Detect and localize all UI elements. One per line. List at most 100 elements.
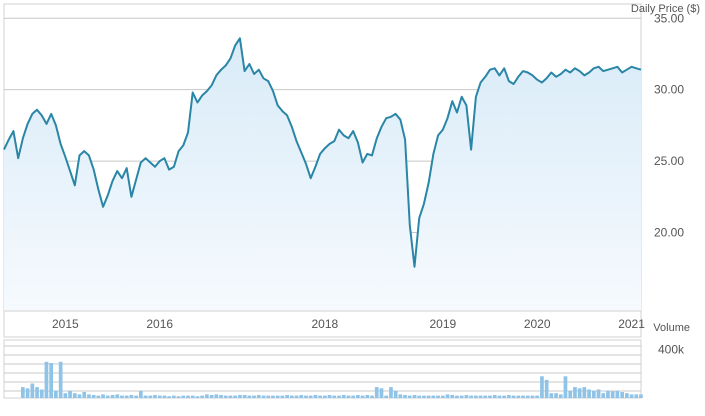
volume-bar [441,395,445,398]
volume-bar [228,395,233,398]
volume-bar [464,395,469,398]
volume-bar [625,393,629,398]
volume-bars [21,361,643,399]
volume-bar [181,395,186,398]
volume-bar [115,394,120,398]
volume-bar [516,395,521,398]
volume-bar [82,392,87,398]
price-area-fill [4,38,641,312]
volume-bar [238,395,242,398]
volume-bar [44,361,49,399]
x-axis-band [3,310,642,338]
price-y-tick-label: 20.00 [654,225,684,239]
price-y-tick-label: 30.00 [654,83,684,97]
volume-bar [266,395,271,398]
volume-bar [577,388,582,398]
volume-bar [431,395,436,398]
volume-bar [639,394,643,398]
volume-bar [167,396,171,398]
volume-bar [209,395,214,398]
volume-bar [242,395,247,398]
volume-bar [507,395,511,398]
volume-bar [275,395,280,398]
volume-bar [568,390,573,399]
volume-bar [469,395,473,398]
volume-bar [143,395,148,398]
volume-bar [290,395,294,398]
volume-bar [105,395,110,398]
volume-bar [389,387,393,398]
volume-bar [478,395,483,398]
volume-bar [596,389,601,398]
volume-bar [21,387,25,398]
volume-bar [313,395,318,398]
volume-bar [294,395,299,398]
volume-bar [535,395,539,398]
volume-bar [200,395,204,398]
volume-bar [634,394,639,398]
volume-bar [110,395,115,398]
volume-bar [540,376,544,399]
volume-bar [124,395,129,398]
volume-bar [120,395,124,398]
volume-bar [39,389,44,398]
volume-bar [337,395,341,398]
volume-bar [148,395,153,398]
volume-bar [488,395,492,398]
volume-bar [341,395,346,398]
volume-bar [332,395,337,398]
price-y-tick-label: 25.00 [654,154,684,168]
volume-bar [483,395,488,398]
price-y-tick-label: 35.00 [654,11,684,25]
volume-bar [346,395,351,398]
volume-bar [214,394,219,398]
volume-bar [450,395,455,398]
volume-bar [615,390,620,399]
volume-bar [129,395,134,398]
volume-bar [134,395,138,398]
volume-bar [582,387,587,398]
x-tick-label: 2018 [312,317,339,331]
volume-bar [370,395,374,398]
volume-bar [91,395,96,398]
volume-bar [620,392,624,398]
volume-bar [153,395,157,398]
volume-bar [195,396,200,398]
volume-bar [271,395,275,398]
volume-bar [323,395,327,398]
price-line [3,37,642,268]
volume-bar [398,394,403,398]
volume-bar [610,391,615,398]
volume-bar [417,395,422,398]
volume-bar [54,390,58,399]
volume-bar [247,395,252,398]
volume-bar [629,394,634,398]
volume-bar [407,395,412,398]
volume-bar [318,395,322,398]
volume-bar [101,394,105,398]
volume-bar [186,395,190,398]
volume-panel-background [3,339,642,399]
x-tick-labels: 2015 2016 2018 2019 2020 2021 [52,317,645,331]
volume-bar [558,394,563,398]
volume-bar [365,395,370,398]
volume-bar [219,395,223,398]
volume-bar [436,395,440,398]
volume-label: Volume [653,322,690,334]
volume-bar [35,387,39,398]
volume-bar [256,395,261,398]
volume-bar [474,395,478,398]
volume-bar [96,395,101,398]
volume-bar [157,395,162,398]
volume-bar [601,393,606,398]
volume-bar [426,395,431,398]
volume-bar [374,387,379,398]
volume-bar [30,383,35,398]
x-tick-label: 2021 [618,317,645,331]
volume-bar [299,395,304,398]
volume-bar [304,395,308,398]
volume-bar [280,395,285,398]
volume-bar [393,390,398,399]
volume-bar [172,395,176,398]
price-y-tick-labels: 35.00 30.00 25.00 20.00 [654,11,684,239]
